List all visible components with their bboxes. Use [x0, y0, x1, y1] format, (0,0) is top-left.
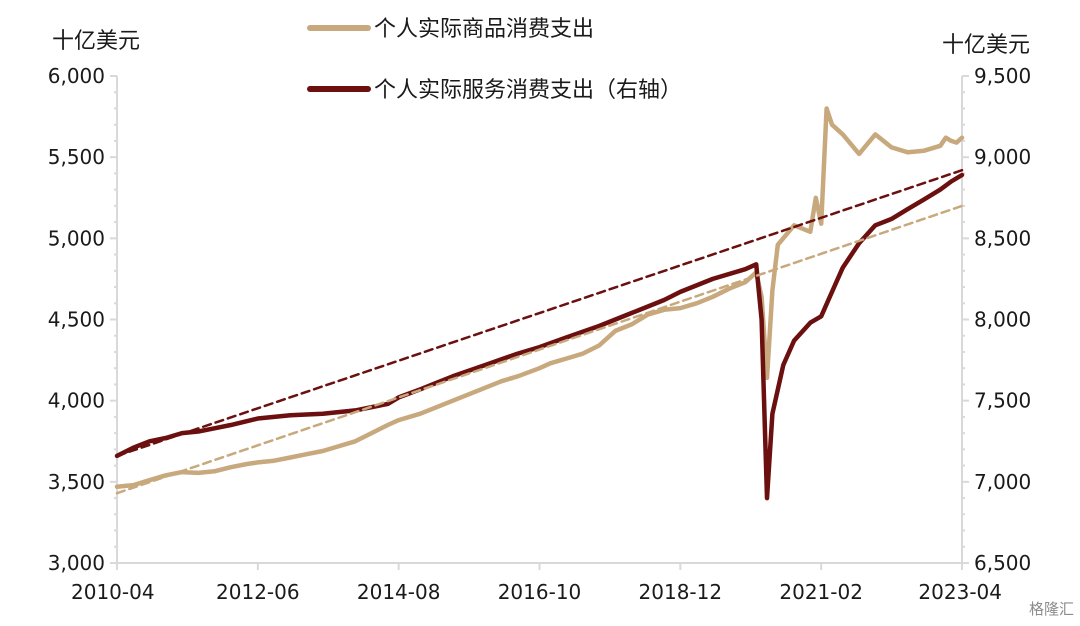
y-left-tick-label: 3,500 [48, 470, 105, 494]
x-tick-label: 2012-06 [216, 580, 300, 604]
y-right-tick-label: 9,000 [974, 145, 1031, 169]
y-left-tick-label: 4,500 [48, 308, 105, 332]
legend-services-label: 个人实际服务消费支出（右轴） [374, 78, 682, 103]
right-axis-unit: 十亿美元 [942, 33, 1030, 58]
x-tick-label: 2014-08 [357, 580, 441, 604]
services-series-line [114, 172, 965, 501]
x-tick-label: 2016-10 [498, 580, 582, 604]
services-trend-line [115, 168, 964, 458]
y-left-tick-label: 5,000 [48, 226, 105, 250]
axes-layer: 3,000 3,500 4,000 4,500 5,000 5,500 6,000 6,500… [48, 29, 1032, 604]
y-left-tick-label: 6,000 [48, 64, 105, 88]
x-tick-label: 2018-12 [639, 580, 723, 604]
y-right-tick-label: 9,500 [974, 64, 1031, 88]
y-right-tick-label: 7,000 [974, 470, 1031, 494]
goods-trend-line [115, 204, 964, 495]
y-left-tick-label: 4,000 [48, 389, 105, 413]
y-right-tick-label: 8,500 [974, 226, 1031, 250]
left-axis-unit: 十亿美元 [52, 29, 140, 54]
x-tick-label: 2021-02 [779, 580, 863, 604]
watermark: 格隆汇 [1029, 600, 1074, 618]
legend-goods-label: 个人实际商品消费支出 [374, 17, 594, 42]
x-tick-label: 2023-04 [918, 580, 1002, 604]
y-left-tick-label: 5,500 [48, 145, 105, 169]
goods-series-line [114, 106, 965, 489]
y-right-tick-label: 8,000 [974, 308, 1031, 332]
y-left-tick-label: 3,000 [48, 551, 105, 575]
y-right-tick-label: 6,500 [974, 551, 1031, 575]
watermark-text: 格隆汇 [1029, 600, 1074, 618]
x-tick-label: 2010-04 [71, 580, 155, 604]
y-right-tick-label: 7,500 [974, 389, 1031, 413]
series-layer [114, 106, 965, 501]
